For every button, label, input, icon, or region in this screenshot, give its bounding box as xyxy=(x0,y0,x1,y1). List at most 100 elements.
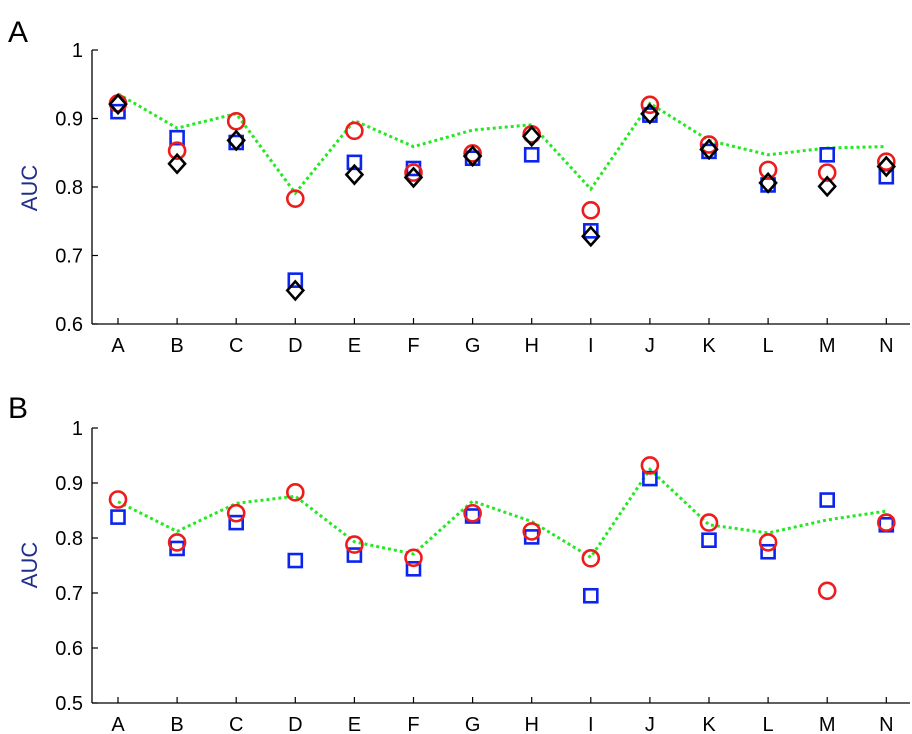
panel-a-diamond-point xyxy=(344,163,365,186)
panel-b-y-tick-label: 0.5 xyxy=(55,693,83,715)
panel-b-square-point xyxy=(287,552,304,569)
panel-b-y-tick-label: 0.8 xyxy=(55,528,83,550)
panel-a-diamond-point xyxy=(640,102,660,125)
panel-b-y-axis-label: AUC xyxy=(17,542,42,589)
panel-a-letter: A xyxy=(8,16,28,49)
panel-a-square-point xyxy=(346,154,363,171)
panel-b-x-tick-label: C xyxy=(229,714,243,734)
panel-a-circle-point xyxy=(226,111,246,131)
panel-a-square-point xyxy=(582,223,599,239)
panel-b-circle-point xyxy=(108,490,128,509)
panel-b-x-tick-label: M xyxy=(819,714,836,734)
panel-b-circle-point xyxy=(876,513,896,532)
panel-b-circle-point xyxy=(758,533,778,552)
panel-a-diamond-point xyxy=(462,145,483,168)
panel-b-square-point xyxy=(405,560,422,577)
panel-b-y-tick-label: 0.7 xyxy=(55,583,83,605)
panel-a-x-tick-label: B xyxy=(170,335,183,357)
panel-a-x-tick-label: F xyxy=(407,335,419,357)
panel-a-diamond-point xyxy=(581,225,601,248)
panel-a-diamond-point xyxy=(817,175,837,198)
panel-a-y-tick-label: 0.8 xyxy=(55,177,83,199)
panel-a-square-point xyxy=(110,103,126,120)
panel-b-circle-point xyxy=(226,503,246,523)
panel-a-diamond-point xyxy=(699,138,719,161)
panel-a-x-tick-label: I xyxy=(588,335,594,357)
panel-b-circle-point xyxy=(640,456,660,475)
panel-b-x-tick-label: N xyxy=(879,714,893,734)
panel-b-letter: B xyxy=(8,392,28,425)
panel-b-square-point xyxy=(819,492,836,508)
panel-a-x-tick-label: M xyxy=(819,335,836,357)
panel-a-circle-point xyxy=(285,189,305,208)
panel-a-y-tick-label: 0.9 xyxy=(55,109,83,131)
panel-b-circle-point xyxy=(699,513,719,532)
panel-a: A AUC 0.6 0.7 0.8 0.9 1 A B C D E F G H I J K L M N xyxy=(8,16,910,357)
panel-a-circle-point xyxy=(167,141,187,160)
panel-a-series-line xyxy=(117,92,887,196)
panel-b-circle-point xyxy=(817,581,837,601)
panel-b-y-tick-label: 1 xyxy=(72,418,83,440)
panel-a-square-point xyxy=(287,272,304,288)
panel-a-x-tick-label: D xyxy=(288,335,302,357)
panel-a-square-point xyxy=(169,129,185,146)
panel-a-x-tick-label: N xyxy=(879,335,893,357)
panel-a-diamond-point xyxy=(521,125,542,148)
panel-a-circle-point xyxy=(817,163,837,182)
panel-a-x-tick-label: H xyxy=(524,335,538,357)
panel-b-x-tick-label: I xyxy=(588,714,594,734)
panel-b-circle-point xyxy=(463,503,482,523)
panel-a-y-axis-label: AUC xyxy=(17,165,42,212)
panel-b: B AUC 0.5 0.6 0.7 0.8 0.9 1 A B C D E F G H I J K L M N xyxy=(8,392,910,734)
panel-a-circle-point xyxy=(581,200,601,220)
panel-b-x-tick-label: G xyxy=(465,714,481,734)
panel-a-circle-point xyxy=(758,160,778,180)
panel-b-y-tick-label: 0.9 xyxy=(55,473,83,495)
panel-a-x-tick-label: E xyxy=(348,335,361,357)
panel-b-x-tick-label: J xyxy=(645,714,655,734)
panel-b-circle-point xyxy=(285,483,305,502)
panel-b-square-point xyxy=(760,543,776,560)
panel-a-x-tick-label: A xyxy=(111,335,125,357)
panel-b-square-point xyxy=(346,547,363,563)
panel-a-circle-point xyxy=(699,135,719,154)
panel-a-circle-point xyxy=(640,95,660,115)
panel-b-square-point xyxy=(701,532,717,549)
panel-b-circle-point xyxy=(581,549,601,568)
panel-a-x-tick-label: J xyxy=(645,335,655,357)
panel-a-y-tick-label: 0.6 xyxy=(55,314,83,336)
panel-b-square-point xyxy=(110,509,126,525)
panel-a-y-tick-label: 0.7 xyxy=(55,246,83,268)
panel-b-x-tick-label: E xyxy=(348,714,361,734)
panel-b-square-point xyxy=(582,587,599,604)
panel-a-x-tick-label: K xyxy=(702,335,716,357)
panel-a-x-tick-label: L xyxy=(763,335,774,357)
panel-a-square-point xyxy=(819,147,836,163)
panel-a-diamond-point xyxy=(108,93,128,116)
panel-b-x-tick-label: K xyxy=(702,714,716,734)
panel-b-x-tick-label: A xyxy=(111,714,125,734)
panel-b-x-tick-label: F xyxy=(407,714,419,734)
panel-a-square-point xyxy=(523,147,540,163)
panel-b-x-tick-label: D xyxy=(288,714,302,734)
panel-a-circle-point xyxy=(108,94,128,113)
panel-a-diamond-point xyxy=(758,171,778,194)
panel-b-circle-point xyxy=(167,533,187,552)
panel-b-circle-point xyxy=(404,548,423,568)
panel-a-y-tick-label: 1 xyxy=(72,40,83,62)
panel-b-circle-point xyxy=(345,535,364,554)
panel-a-circle-point xyxy=(876,152,896,171)
panel-b-y-tick-label: 0.6 xyxy=(55,638,83,660)
panel-a-diamond-point xyxy=(226,129,246,152)
panel-a-diamond-point xyxy=(285,279,306,302)
panel-a-circle-point xyxy=(345,121,364,141)
panel-a-diamond-point xyxy=(167,152,187,175)
panel-b-x-tick-label: B xyxy=(170,714,183,734)
panel-b-x-tick-label: L xyxy=(763,714,774,734)
panel-a-diamond-point xyxy=(876,155,897,178)
panel-a-x-tick-label: C xyxy=(229,335,243,357)
panel-a-x-tick-label: G xyxy=(465,335,481,357)
panel-b-square-point xyxy=(228,514,244,531)
panel-b-x-tick-label: H xyxy=(524,714,538,734)
